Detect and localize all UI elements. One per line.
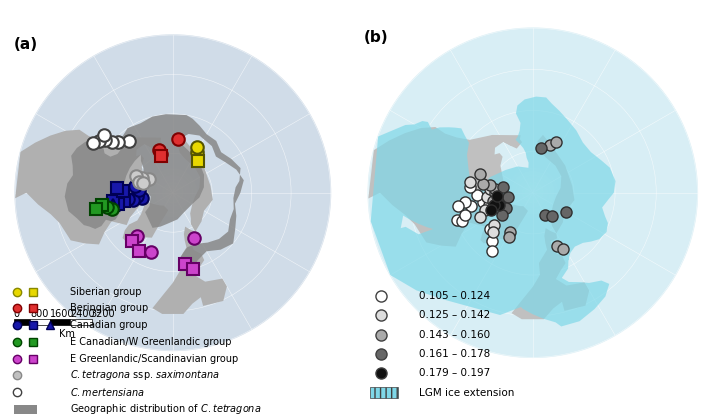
Text: Km: Km [58,328,74,339]
Text: 0.143 – 0.160: 0.143 – 0.160 [419,329,490,339]
Text: $\it{C. tetragona}$ ssp. $\it{saximontana}$: $\it{C. tetragona}$ ssp. $\it{saximontan… [70,368,220,383]
Text: 1600: 1600 [50,309,75,318]
Text: $\it{C. mertensiana}$: $\it{C. mertensiana}$ [70,386,145,398]
Polygon shape [537,135,575,233]
Circle shape [516,175,550,210]
Text: Beringian group: Beringian group [70,303,148,313]
Circle shape [526,186,540,200]
Circle shape [159,179,186,206]
Polygon shape [480,202,528,243]
Circle shape [149,169,197,216]
Circle shape [163,183,183,203]
Circle shape [156,176,189,210]
Text: E Canadian/W Greenlandic group: E Canadian/W Greenlandic group [70,337,231,347]
Circle shape [508,168,557,217]
Polygon shape [487,135,522,149]
Circle shape [15,35,330,350]
Polygon shape [153,227,227,314]
Text: (b): (b) [364,30,388,45]
Bar [14,405,37,414]
Circle shape [153,173,193,213]
Polygon shape [512,228,589,319]
Text: 2400: 2400 [70,309,95,318]
Polygon shape [130,137,163,150]
Bar [370,388,398,398]
Text: 0.179 – 0.197: 0.179 – 0.197 [419,368,490,378]
Text: (a): (a) [14,37,38,52]
Text: Siberian group: Siberian group [70,287,141,297]
Polygon shape [65,114,244,269]
Text: 0: 0 [14,309,20,318]
Circle shape [522,182,544,203]
Text: 0.161 – 0.178: 0.161 – 0.178 [419,349,490,359]
Text: 0.125 – 0.142: 0.125 – 0.142 [419,310,490,320]
Circle shape [529,189,536,196]
Circle shape [512,172,554,214]
Text: 800: 800 [30,309,49,318]
Text: 0.105 – 0.124: 0.105 – 0.124 [419,291,490,301]
Circle shape [368,28,698,357]
Text: Canadian group: Canadian group [70,320,148,330]
Circle shape [166,186,179,199]
FancyBboxPatch shape [14,319,30,325]
Text: 3200: 3200 [90,309,114,318]
FancyBboxPatch shape [30,319,50,325]
Circle shape [518,178,547,207]
Text: E Greenlandic/Scandinavian group: E Greenlandic/Scandinavian group [70,354,238,364]
Polygon shape [371,97,616,326]
Polygon shape [122,202,168,241]
FancyBboxPatch shape [50,319,70,325]
Text: Geographic distribution of $\it{C. tetragona}$: Geographic distribution of $\it{C. tetra… [70,402,261,416]
FancyBboxPatch shape [70,319,91,325]
Text: LGM ice extension: LGM ice extension [419,388,514,398]
Polygon shape [177,137,212,232]
Polygon shape [369,127,521,247]
Circle shape [169,189,176,196]
Polygon shape [15,130,161,244]
